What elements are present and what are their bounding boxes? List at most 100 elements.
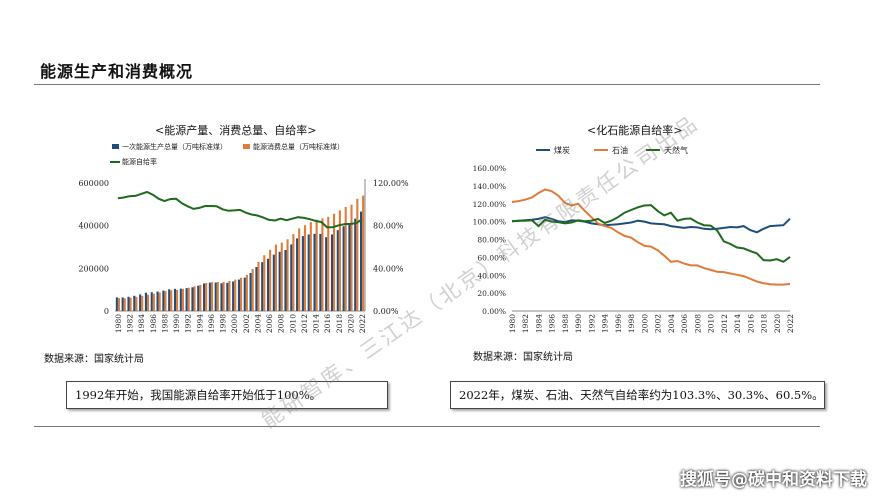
bar-consumption — [146, 294, 150, 311]
bar-production — [156, 291, 159, 311]
bar-production — [301, 236, 304, 311]
bar-consumption — [245, 274, 248, 311]
bar-production — [342, 226, 345, 311]
bar-consumption — [234, 279, 237, 311]
bar-production — [272, 254, 275, 311]
x-tick-label: 2018 — [760, 314, 769, 333]
x-tick-label: 1990 — [172, 314, 181, 333]
x-tick-label: 2008 — [277, 314, 286, 333]
bar-consumption — [338, 210, 341, 311]
x-tick-label: 1984 — [137, 314, 146, 333]
y-tick-label: 200000 — [78, 264, 109, 273]
footer-watermark: 搜狐号@碳中和资料下载 — [680, 470, 867, 490]
line-self-sufficiency — [117, 190, 363, 229]
bar-consumption — [117, 298, 120, 311]
x-tick-label: 1994 — [601, 314, 610, 333]
legend-label-2: 天然气 — [664, 145, 688, 155]
legend-label-1: 能源消费总量（万吨标准煤） — [253, 142, 344, 151]
bar-production — [197, 285, 200, 311]
bar-production — [203, 283, 206, 311]
bar-production — [185, 288, 188, 311]
bar-production — [360, 211, 363, 311]
left-chart-source: 数据来源：国家统计局 — [44, 354, 144, 365]
y-tick-label: 140.00% — [473, 182, 506, 191]
x-tick-label: 2006 — [680, 314, 689, 333]
bar-consumption — [333, 213, 336, 311]
bar-consumption — [158, 292, 161, 311]
x-tick-label: 1998 — [219, 314, 228, 333]
x-tick-label: 2022 — [786, 314, 795, 333]
bar-production — [226, 282, 229, 311]
bar-production — [261, 262, 264, 311]
x-tick-label: 2002 — [242, 314, 251, 333]
bar-consumption — [216, 282, 219, 311]
x-tick-label: 2014 — [312, 314, 321, 333]
bar-production — [243, 277, 246, 311]
bar-production — [150, 292, 153, 311]
y-tick-label: 80.00% — [477, 236, 506, 245]
bar-production — [313, 233, 316, 311]
x-tick-label: 1980 — [508, 314, 517, 333]
legend-swatch-1 — [243, 144, 250, 149]
x-tick-label: 1986 — [149, 314, 158, 333]
bar-production — [179, 288, 182, 311]
legend-label-0: 煤炭 — [554, 145, 570, 155]
bar-consumption — [141, 295, 144, 311]
bar-consumption — [199, 284, 202, 311]
x-tick-label: 2014 — [733, 314, 742, 333]
x-tick-label: 1992 — [184, 314, 193, 333]
bar-production — [139, 294, 142, 311]
y-tick-label: 120.00% — [473, 200, 506, 209]
bar-production — [336, 230, 339, 311]
left-note-text: 1992年开始，我国能源自给率开始低于100%。 — [75, 388, 322, 402]
bar-consumption — [135, 296, 138, 311]
bar-production — [266, 258, 270, 311]
bar-consumption — [210, 282, 214, 311]
bar-production — [144, 292, 147, 311]
bar-consumption — [181, 288, 184, 311]
legend-label-2: 能源自给率 — [122, 157, 157, 166]
line-oil — [511, 188, 791, 286]
x-tick-label: 1990 — [574, 314, 583, 333]
x-tick-label: 2020 — [346, 314, 355, 333]
bar-consumption — [187, 287, 190, 311]
x-tick-label: 2006 — [265, 314, 274, 333]
x-tick-label: 2002 — [654, 314, 663, 333]
bar-production — [237, 279, 240, 311]
y2-tick-label: 40.00% — [373, 264, 404, 273]
bar-consumption — [274, 244, 277, 311]
bar-consumption — [350, 204, 353, 311]
x-tick-label: 2004 — [253, 314, 262, 333]
bar-production — [232, 281, 235, 311]
bar-consumption — [298, 228, 301, 311]
right-chart-source: 数据来源：国家统计局 — [473, 352, 573, 363]
bar-consumption — [309, 222, 312, 311]
bar-consumption — [152, 293, 155, 311]
bar-consumption — [205, 283, 208, 311]
y-tick-label: 0 — [104, 307, 109, 316]
y2-tick-label: 120.00% — [373, 179, 409, 188]
y2-tick-label: 0.00% — [373, 307, 399, 316]
y2-tick-label: 80.00% — [373, 222, 404, 231]
bar-consumption — [292, 234, 295, 311]
bar-production — [191, 287, 194, 311]
y-tick-label: 20.00% — [477, 289, 506, 298]
right-note-text: 2022年，煤炭、石油、天然气自给率约为103.3%、30.3%、60.5%。 — [459, 388, 824, 402]
bar-production — [208, 282, 211, 311]
x-tick-label: 2000 — [230, 314, 239, 333]
title-divider — [34, 84, 820, 85]
x-tick-label: 2008 — [693, 314, 702, 333]
page-title: 能源生产和消费概况 — [40, 62, 194, 81]
bar-production — [121, 297, 124, 311]
bar-production — [162, 290, 165, 311]
bar-production — [133, 295, 136, 311]
bar-consumption — [362, 195, 365, 311]
y-tick-label: 60.00% — [477, 253, 506, 262]
bar-consumption — [176, 289, 179, 311]
x-tick-label: 2022 — [358, 314, 367, 333]
bar-consumption — [222, 281, 225, 311]
left-chart-title: <能源产量、消费总量、自给率> — [155, 124, 317, 137]
x-tick-label: 2010 — [707, 314, 716, 333]
bar-production — [220, 283, 223, 311]
x-tick-label: 1998 — [627, 314, 636, 333]
